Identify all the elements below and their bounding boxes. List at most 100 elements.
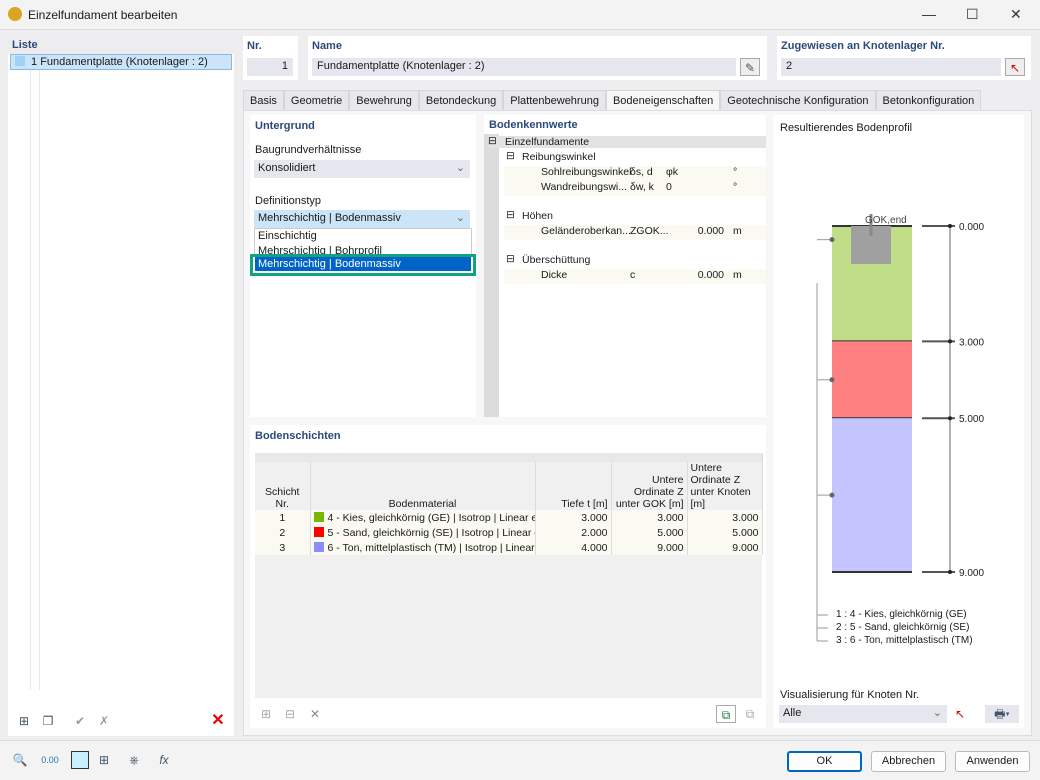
depth-tick-label: 9.000 (959, 568, 984, 579)
item-nr: 1 (31, 56, 38, 68)
list-item[interactable]: 1 Fundamentplatte (Knotenlager : 2) (10, 54, 232, 70)
schichten-header: Bodenschichten (255, 430, 341, 442)
maximize-button[interactable]: ☐ (966, 6, 979, 22)
pick-node-icon[interactable]: ↖ (1005, 58, 1025, 76)
nr-field[interactable]: 1 (247, 58, 293, 76)
units-icon[interactable]: 0.00 (41, 755, 59, 765)
tab-bewehrung[interactable]: Bewehrung (349, 90, 419, 110)
list-panel: Liste 1 Fundamentplatte (Knotenlager : 2… (8, 36, 234, 736)
selection-highlight: Mehrschichtig | Bodenmassiv (250, 254, 476, 276)
param-unit: ° (733, 166, 738, 178)
list-header: Liste (8, 36, 234, 54)
view-icon[interactable]: ⎈ (129, 753, 139, 767)
tab-bodeneigenschaften[interactable]: Bodeneigenschaften (605, 90, 721, 110)
depth-dot (948, 416, 952, 421)
tree-group: Reibungswinkel (522, 151, 596, 163)
option-bodenmassiv[interactable]: Mehrschichtig | Bodenmassiv (255, 257, 471, 271)
param-value[interactable]: 0.000 (697, 269, 724, 281)
bottom-bar: 🔍 0.00 ⊞ ⎈ fx OK Abbrechen Anwenden (0, 740, 1040, 780)
table-row[interactable]: 1 4 - Kies, gleichkörnig (GE) | Isotrop … (255, 510, 763, 525)
table-row[interactable]: 3 6 - Ton, mittelplastisch (TM) | Isotro… (255, 540, 763, 555)
cell-material[interactable]: 5 - Sand, gleichkörnig (SE) | Isotrop | … (310, 525, 536, 540)
copy-item-icon[interactable]: ❐ (42, 714, 54, 728)
delete-icon[interactable]: ✕ (211, 712, 225, 729)
profil-panel: Resultierendes Bodenprofil GOK,end 0.000 3… (773, 115, 1024, 728)
option-einschichtig[interactable]: Einschichtig (258, 230, 317, 242)
cancel-button[interactable]: Abbrechen (871, 751, 946, 772)
search-icon[interactable]: 🔍 (12, 753, 28, 767)
check-all-icon[interactable]: ✔ (74, 714, 86, 728)
tab-geotechnische-konfiguration[interactable]: Geotechnische Konfiguration (720, 90, 876, 110)
deftyp-select[interactable]: Mehrschichtig | Bodenmassiv ⌄ (254, 210, 470, 228)
vis-label: Visualisierung für Knoten Nr. (780, 689, 920, 701)
profil-header: Resultierendes Bodenprofil (780, 122, 913, 134)
param-name: Dicke (541, 269, 568, 281)
table-row[interactable]: 2 5 - Sand, gleichkörnig (SE) | Isotrop … (255, 525, 763, 540)
param-value[interactable]: φk (666, 166, 679, 178)
tree-row-bg (504, 225, 766, 240)
soil-layer (832, 341, 912, 419)
insert-row-icon[interactable]: ⊞ (260, 707, 272, 721)
cell-material[interactable]: 4 - Kies, gleichkörnig (GE) | Isotrop | … (310, 510, 536, 525)
legend-entry: 2 : 5 - Sand, gleichkörnig (SE) (836, 622, 970, 633)
tree-root: Einzelfundamente (489, 136, 766, 148)
tab-geometrie[interactable]: Geometrie (283, 90, 350, 110)
cell-zgok: 3.000 (611, 510, 688, 525)
window-title: Einzelfundament bearbeiten (28, 8, 178, 22)
pick-node-icon[interactable]: ↖ (954, 707, 966, 721)
material-text: 6 - Ton, mittelplastisch (TM) | Isotrop … (327, 541, 535, 554)
vis-select[interactable]: Alle ⌄ (779, 705, 947, 723)
new-item-icon[interactable]: ⊞ (18, 714, 30, 728)
table-icon[interactable]: ⊞ (98, 753, 110, 767)
param-value[interactable]: 0.000 (697, 225, 724, 237)
soil-layer (832, 418, 912, 572)
edit-name-icon[interactable]: ✎ (740, 58, 760, 76)
untergrund-header: Untergrund (255, 120, 315, 132)
assigned-field[interactable]: 2 (781, 58, 1001, 76)
material-color-swatch (313, 511, 324, 522)
param-unit: ° (733, 181, 738, 193)
leader-dot (829, 237, 835, 243)
tab-betonkonfiguration[interactable]: Betonkonfiguration (875, 90, 982, 110)
export-icon[interactable]: ⧉ (745, 707, 755, 721)
formula-icon[interactable]: fx (159, 753, 169, 767)
tree-guides (30, 70, 40, 690)
ok-button[interactable]: OK (787, 751, 862, 772)
legend-entry: 1 : 4 - Kies, gleichkörnig (GE) (836, 609, 967, 620)
append-row-icon[interactable]: ⊟ (284, 707, 296, 721)
name-field[interactable]: Fundamentplatte (Knotenlager : 2) (312, 58, 736, 76)
col-zknoten: Untere Ordinate Z unter Knoten [m] (687, 462, 763, 510)
import-icon[interactable]: ⧉ (716, 705, 736, 723)
cell-tiefe[interactable]: 2.000 (535, 525, 612, 540)
col-zgok: Untere Ordinate Z unter GOK [m] (611, 462, 688, 510)
delete-row-icon[interactable]: ✕ (309, 707, 321, 721)
tab-basis[interactable]: Basis (243, 90, 284, 110)
close-button[interactable]: ✕ (1010, 6, 1022, 22)
tab-betondeckung[interactable]: Betondeckung (418, 90, 504, 110)
tab-plattenbewehrung[interactable]: Plattenbewehrung (503, 90, 606, 110)
apply-button[interactable]: Anwenden (955, 751, 1030, 772)
schichten-panel: Bodenschichten Schicht Nr. Bodenmaterial… (250, 425, 766, 728)
soil-profile-graphic: GOK,end 0.000 3.000 5.000 9.000 (816, 214, 984, 642)
param-value[interactable]: 0 (666, 181, 672, 193)
baugrund-select[interactable]: Konsolidiert ⌄ (254, 160, 470, 178)
cell-tiefe[interactable]: 4.000 (535, 540, 612, 555)
minimize-button[interactable]: — (922, 6, 936, 22)
cell-material[interactable]: 6 - Ton, mittelplastisch (TM) | Isotrop … (310, 540, 536, 555)
deftyp-value: Mehrschichtig | Bodenmassiv (258, 212, 401, 224)
cell-zknoten: 9.000 (687, 540, 763, 555)
uncheck-icon[interactable]: ✗ (98, 714, 110, 728)
cell-zgok: 5.000 (611, 525, 688, 540)
cell-tiefe[interactable]: 3.000 (535, 510, 612, 525)
color-icon[interactable] (71, 751, 89, 769)
gok-label: GOK,end (865, 215, 907, 226)
baugrund-value: Konsolidiert (258, 162, 316, 174)
cell-nr: 3 (255, 540, 311, 555)
collapse-icon: ⊟ (506, 253, 515, 265)
leader-dot (829, 492, 835, 498)
cell-zknoten: 3.000 (687, 510, 763, 525)
col-schicht: Schicht Nr. (255, 462, 311, 510)
collapse-icon: ⊟ (488, 135, 497, 147)
print-icon[interactable]: 🖶▾ (985, 705, 1019, 723)
cell-nr: 2 (255, 525, 311, 540)
